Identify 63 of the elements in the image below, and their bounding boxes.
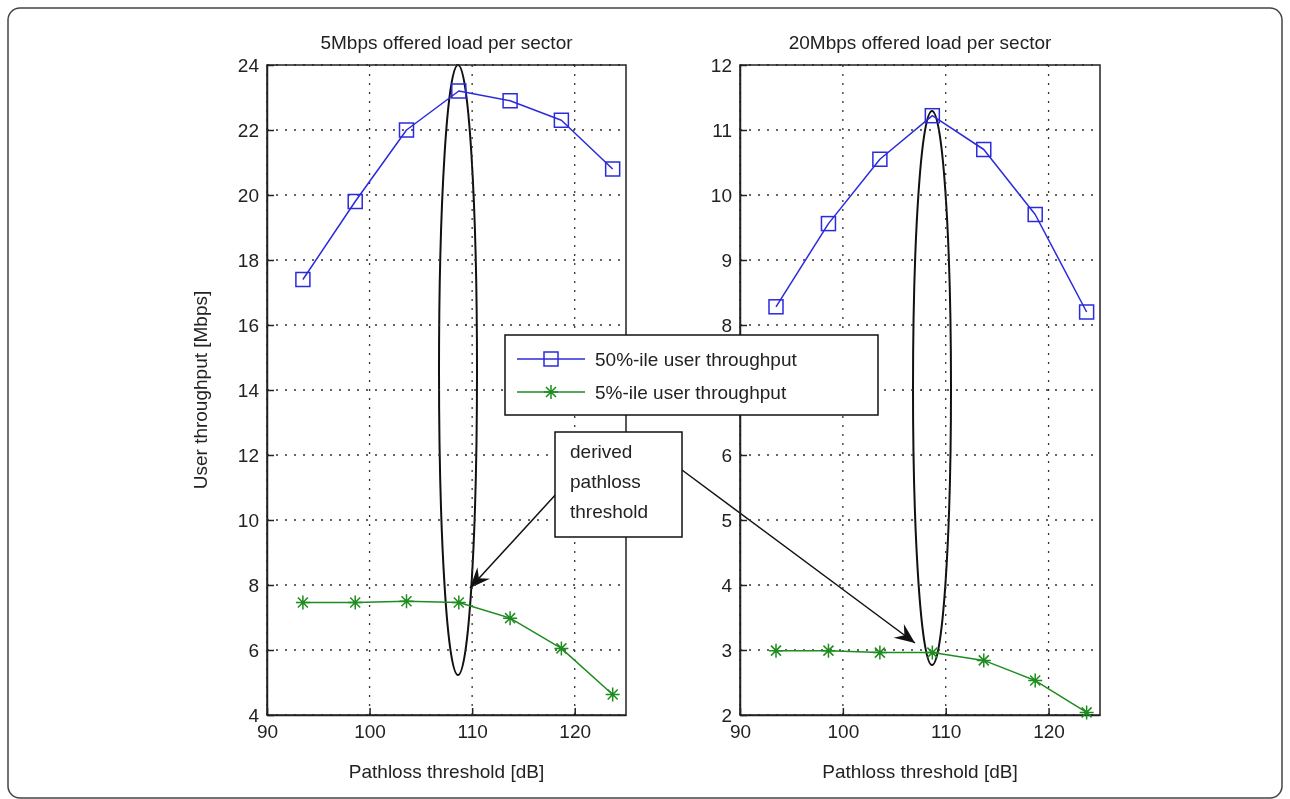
- point: [976, 141, 992, 158]
- point: [398, 122, 415, 138]
- point: [1078, 304, 1095, 320]
- point: [553, 640, 570, 657]
- point: [872, 644, 888, 661]
- y-tick-label: 24: [237, 54, 260, 76]
- point: [553, 112, 570, 128]
- point: [1027, 206, 1043, 223]
- point: [451, 83, 467, 99]
- point: [924, 107, 941, 124]
- x-tick-label: 120: [1033, 721, 1065, 743]
- y-tick-label: 8: [721, 314, 732, 336]
- y-tick-label: 6: [721, 444, 732, 466]
- point: [502, 93, 518, 109]
- point: [872, 151, 888, 167]
- chart-title: 20Mbps offered load per sector: [788, 32, 1052, 53]
- y-tick-label: 22: [237, 119, 259, 141]
- point: [768, 299, 784, 315]
- y-tick-label: 16: [237, 314, 259, 336]
- point: [604, 686, 621, 703]
- point: [295, 594, 311, 611]
- annotation: derived pathloss threshold: [570, 441, 649, 522]
- y-tick-label: 3: [721, 639, 732, 661]
- chart-title: 5Mbps offered load per sector: [320, 32, 574, 53]
- x-tick-label: 90: [729, 721, 752, 743]
- point: [768, 642, 784, 659]
- point: [347, 193, 363, 210]
- y-tick-label: 4: [721, 574, 733, 596]
- x-axis-title: Pathloss threshold [dB]: [822, 761, 1018, 782]
- y-tick-label: 10: [710, 184, 732, 206]
- point: [604, 161, 621, 177]
- y-tick-label: 14: [237, 379, 260, 401]
- y-tick-label: 10: [237, 509, 259, 531]
- point: [976, 652, 992, 669]
- y-tick-label: 6: [248, 639, 259, 661]
- y-tick-label: 18: [237, 249, 259, 271]
- x-tick-label: 100: [827, 721, 860, 743]
- point: [820, 215, 837, 232]
- point: [398, 593, 415, 609]
- point: [347, 594, 363, 611]
- point: [1078, 704, 1095, 721]
- x-tick-label: 100: [354, 721, 386, 743]
- y-axis-title: User throughput [Mbps]: [190, 290, 211, 490]
- x-tick-label: 120: [559, 721, 592, 743]
- x-axis-title: Pathloss threshold [dB]: [348, 761, 545, 782]
- point: [1027, 672, 1043, 689]
- x-tick-label: 110: [457, 721, 488, 743]
- y-tick-label: 20: [237, 184, 259, 206]
- x-tick-label: 110: [931, 721, 962, 743]
- point: [295, 271, 311, 288]
- y-tick-label: 9: [721, 249, 732, 271]
- point: [820, 642, 837, 659]
- y-tick-label: 5: [721, 509, 732, 531]
- point: [451, 594, 467, 611]
- point: [502, 610, 518, 626]
- y-tick-label: 8: [248, 574, 259, 596]
- y-tick-label: 12: [237, 444, 259, 466]
- y-tick-label: 12: [710, 54, 732, 76]
- y-tick-label: 11: [712, 119, 732, 141]
- legend-label: 50%-ile user throughput: [595, 349, 798, 370]
- legend-label: 5%-ile user throughput: [595, 382, 787, 403]
- y-tick-label: 2: [721, 704, 732, 726]
- point: [924, 644, 941, 661]
